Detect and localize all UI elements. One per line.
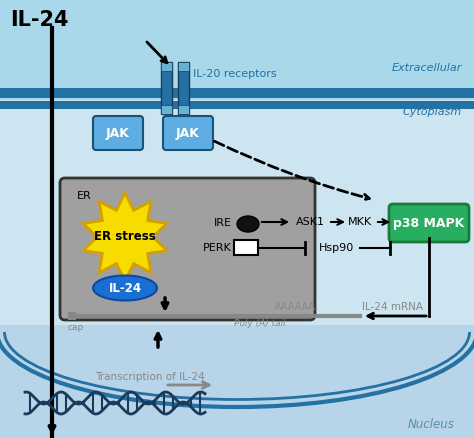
Text: Hsp90: Hsp90 [319,243,355,253]
Polygon shape [83,193,167,281]
Text: ER: ER [77,191,92,201]
Text: IL-20 receptors: IL-20 receptors [193,69,277,79]
Text: Extracellular: Extracellular [392,63,462,73]
Text: MKK: MKK [348,217,372,227]
Text: p38 MAPK: p38 MAPK [393,216,465,230]
Bar [178,62,189,71]
Text: ASK1: ASK1 [295,217,325,227]
FancyBboxPatch shape [93,116,143,150]
Text: IRE: IRE [214,218,232,228]
Bar [234,240,258,255]
Text: Cytoplasm: Cytoplasm [403,107,462,117]
Bar [0,100,474,340]
FancyBboxPatch shape [60,178,315,320]
FancyBboxPatch shape [163,116,213,150]
Bar [178,105,189,114]
Bar [161,62,172,114]
Text: IL-24: IL-24 [109,282,142,294]
Bar [161,105,172,114]
Text: cap: cap [68,323,84,332]
Text: Poly (A) tail: Poly (A) tail [234,319,286,328]
Bar [0,325,474,438]
Bar [68,312,76,320]
Bar [161,62,172,71]
FancyBboxPatch shape [389,204,469,242]
Text: ER stress: ER stress [94,230,156,244]
Text: JAK: JAK [176,127,200,139]
Text: JAK: JAK [106,127,130,139]
Bar [0,0,474,100]
Bar [0,88,474,98]
Text: IL-24: IL-24 [10,10,69,30]
Bar [178,62,189,114]
Text: IL-24 mRNA: IL-24 mRNA [362,302,423,312]
Text: Nucleus: Nucleus [408,418,455,431]
Text: PERK: PERK [203,243,232,253]
Text: AAAAAA: AAAAAA [274,302,316,312]
Ellipse shape [93,276,157,300]
Text: Transcription of IL-24: Transcription of IL-24 [95,372,205,382]
Bar [0,101,474,109]
Ellipse shape [237,216,259,232]
